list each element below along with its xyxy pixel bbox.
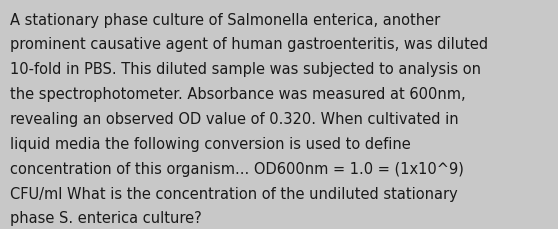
Text: prominent causative agent of human gastroenteritis, was diluted: prominent causative agent of human gastr… <box>10 37 488 52</box>
Text: liquid media the following conversion is used to define: liquid media the following conversion is… <box>10 136 411 151</box>
Text: revealing an observed OD value of 0.320. When cultivated in: revealing an observed OD value of 0.320.… <box>10 112 459 126</box>
Text: concentration of this organism... OD600nm = 1.0 = (1x10^9): concentration of this organism... OD600n… <box>10 161 464 176</box>
Text: the spectrophotometer. Absorbance was measured at 600nm,: the spectrophotometer. Absorbance was me… <box>10 87 466 102</box>
Text: phase S. enterica culture?: phase S. enterica culture? <box>10 210 202 225</box>
Text: A stationary phase culture of Salmonella enterica, another: A stationary phase culture of Salmonella… <box>10 13 440 27</box>
Text: 10-fold in PBS. This diluted sample was subjected to analysis on: 10-fold in PBS. This diluted sample was … <box>10 62 481 77</box>
Text: CFU/ml What is the concentration of the undiluted stationary: CFU/ml What is the concentration of the … <box>10 186 458 201</box>
